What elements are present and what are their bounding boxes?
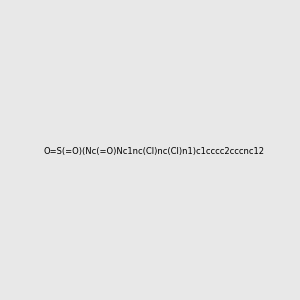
Text: O=S(=O)(Nc(=O)Nc1nc(Cl)nc(Cl)n1)c1cccc2cccnc12: O=S(=O)(Nc(=O)Nc1nc(Cl)nc(Cl)n1)c1cccc2c… <box>43 147 264 156</box>
